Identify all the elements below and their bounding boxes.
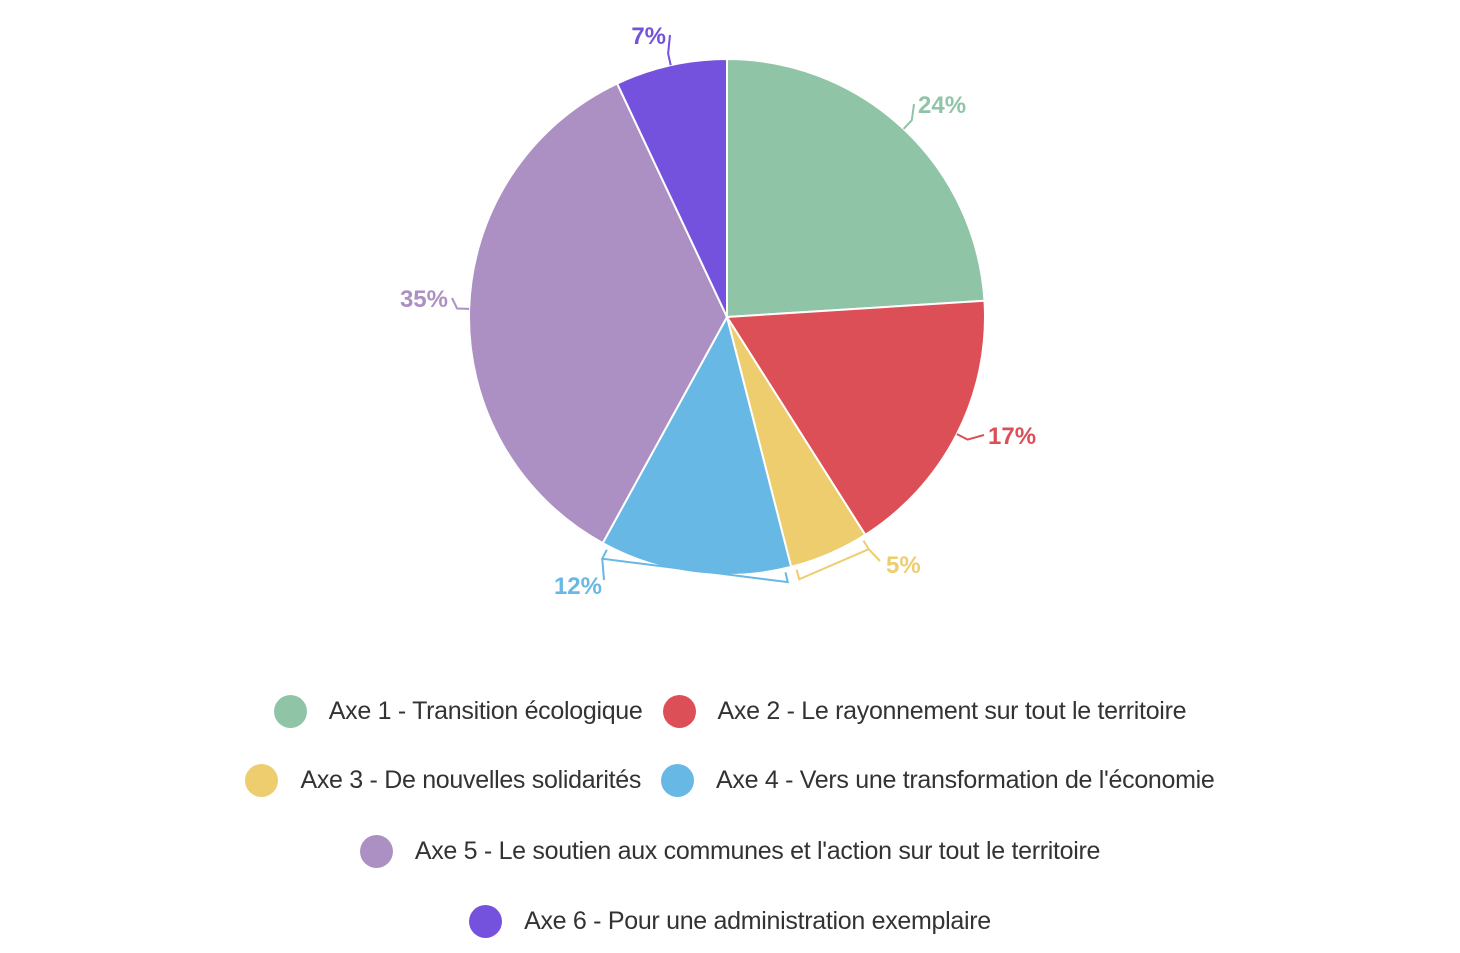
legend-label-4: Axe 4 - Vers une transformation de l'éco… [716,766,1215,794]
leader-line-6 [667,34,672,66]
pie-slice-2 [725,299,986,537]
leader-line-3 [795,540,881,581]
leader-line-1 [902,103,915,130]
pie-slices [468,57,986,576]
slice-labels: 24% 17% 5% 12% 35% 7% [400,23,1036,600]
leader-line-4 [600,549,790,584]
leader-line-2 [956,433,985,441]
legend-label-6: Axe 6 - Pour une administration exemplai… [524,907,991,935]
legend-item-2[interactable]: Axe 2 - Le rayonnement sur tout le terri… [662,695,1187,728]
slice-label-4: 12% [554,573,602,600]
legend-swatch-2 [662,695,696,728]
legend-label-2: Axe 2 - Le rayonnement sur tout le terri… [717,697,1187,725]
legend-swatch-6 [469,905,503,938]
legend-row-1: Axe 1 - Transition écologique Axe 2 - Le … [0,695,1460,728]
legend-swatch-1 [273,695,307,728]
legend-item-5[interactable]: Axe 5 - Le soutien aux communes et l'act… [359,835,1101,868]
slice-label-1: 24% [918,92,966,119]
pie-chart: 24% 17% 5% 12% 35% 7% [400,23,1036,600]
legend-row-3: Axe 5 - Le soutien aux communes et l'act… [0,835,1460,868]
pie-slice-5 [468,82,729,545]
pie-slice-4 [601,314,793,576]
legend-swatch-4 [661,764,695,797]
leader-lines [451,34,985,584]
legend-label-5: Axe 5 - Le soutien aux communes et l'act… [414,837,1101,865]
leader-line-5 [451,297,470,310]
pie-slice-6 [615,57,728,318]
slice-label-6: 7% [631,23,666,50]
legend-row-4: Axe 6 - Pour une administration exemplai… [0,905,1460,938]
legend-row-2: Axe 3 - De nouvelles solidarités Axe 4 - … [0,764,1460,797]
legend-item-3[interactable]: Axe 3 - De nouvelles solidarités [245,764,641,797]
legend-item-4[interactable]: Axe 4 - Vers une transformation de l'éco… [661,764,1215,797]
slice-label-3: 5% [886,552,921,579]
legend-swatch-3 [245,764,279,797]
legend-item-1[interactable]: Axe 1 - Transition écologique [273,695,643,728]
slice-label-5: 35% [400,286,448,313]
legend-label-3: Axe 3 - De nouvelles solidarités [300,766,642,794]
legend-label-1: Axe 1 - Transition écologique [328,697,643,725]
legend-item-6[interactable]: Axe 6 - Pour une administration exemplai… [469,905,991,938]
slice-label-2: 17% [988,423,1036,450]
legend-swatch-5 [359,835,393,868]
